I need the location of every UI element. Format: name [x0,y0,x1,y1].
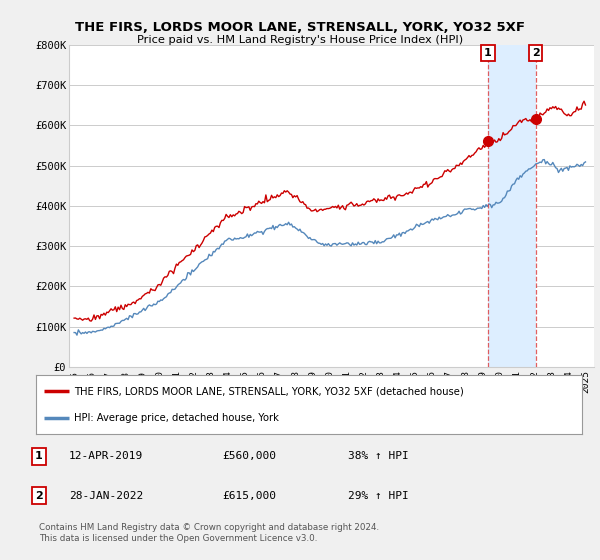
Text: £615,000: £615,000 [222,491,276,501]
Text: 38% ↑ HPI: 38% ↑ HPI [348,451,409,461]
Text: 1: 1 [484,48,492,58]
Text: THE FIRS, LORDS MOOR LANE, STRENSALL, YORK, YO32 5XF (detached house): THE FIRS, LORDS MOOR LANE, STRENSALL, YO… [74,386,464,396]
Text: HPI: Average price, detached house, York: HPI: Average price, detached house, York [74,413,279,423]
Text: 2: 2 [532,48,539,58]
Text: 28-JAN-2022: 28-JAN-2022 [69,491,143,501]
Text: 12-APR-2019: 12-APR-2019 [69,451,143,461]
Text: 29% ↑ HPI: 29% ↑ HPI [348,491,409,501]
Text: Contains HM Land Registry data © Crown copyright and database right 2024.
This d: Contains HM Land Registry data © Crown c… [39,524,379,543]
Text: £560,000: £560,000 [222,451,276,461]
Bar [488,45,536,367]
Text: THE FIRS, LORDS MOOR LANE, STRENSALL, YORK, YO32 5XF: THE FIRS, LORDS MOOR LANE, STRENSALL, YO… [75,21,525,34]
Text: 1: 1 [35,451,43,461]
Text: 2: 2 [35,491,43,501]
Text: Price paid vs. HM Land Registry's House Price Index (HPI): Price paid vs. HM Land Registry's House … [137,35,463,45]
